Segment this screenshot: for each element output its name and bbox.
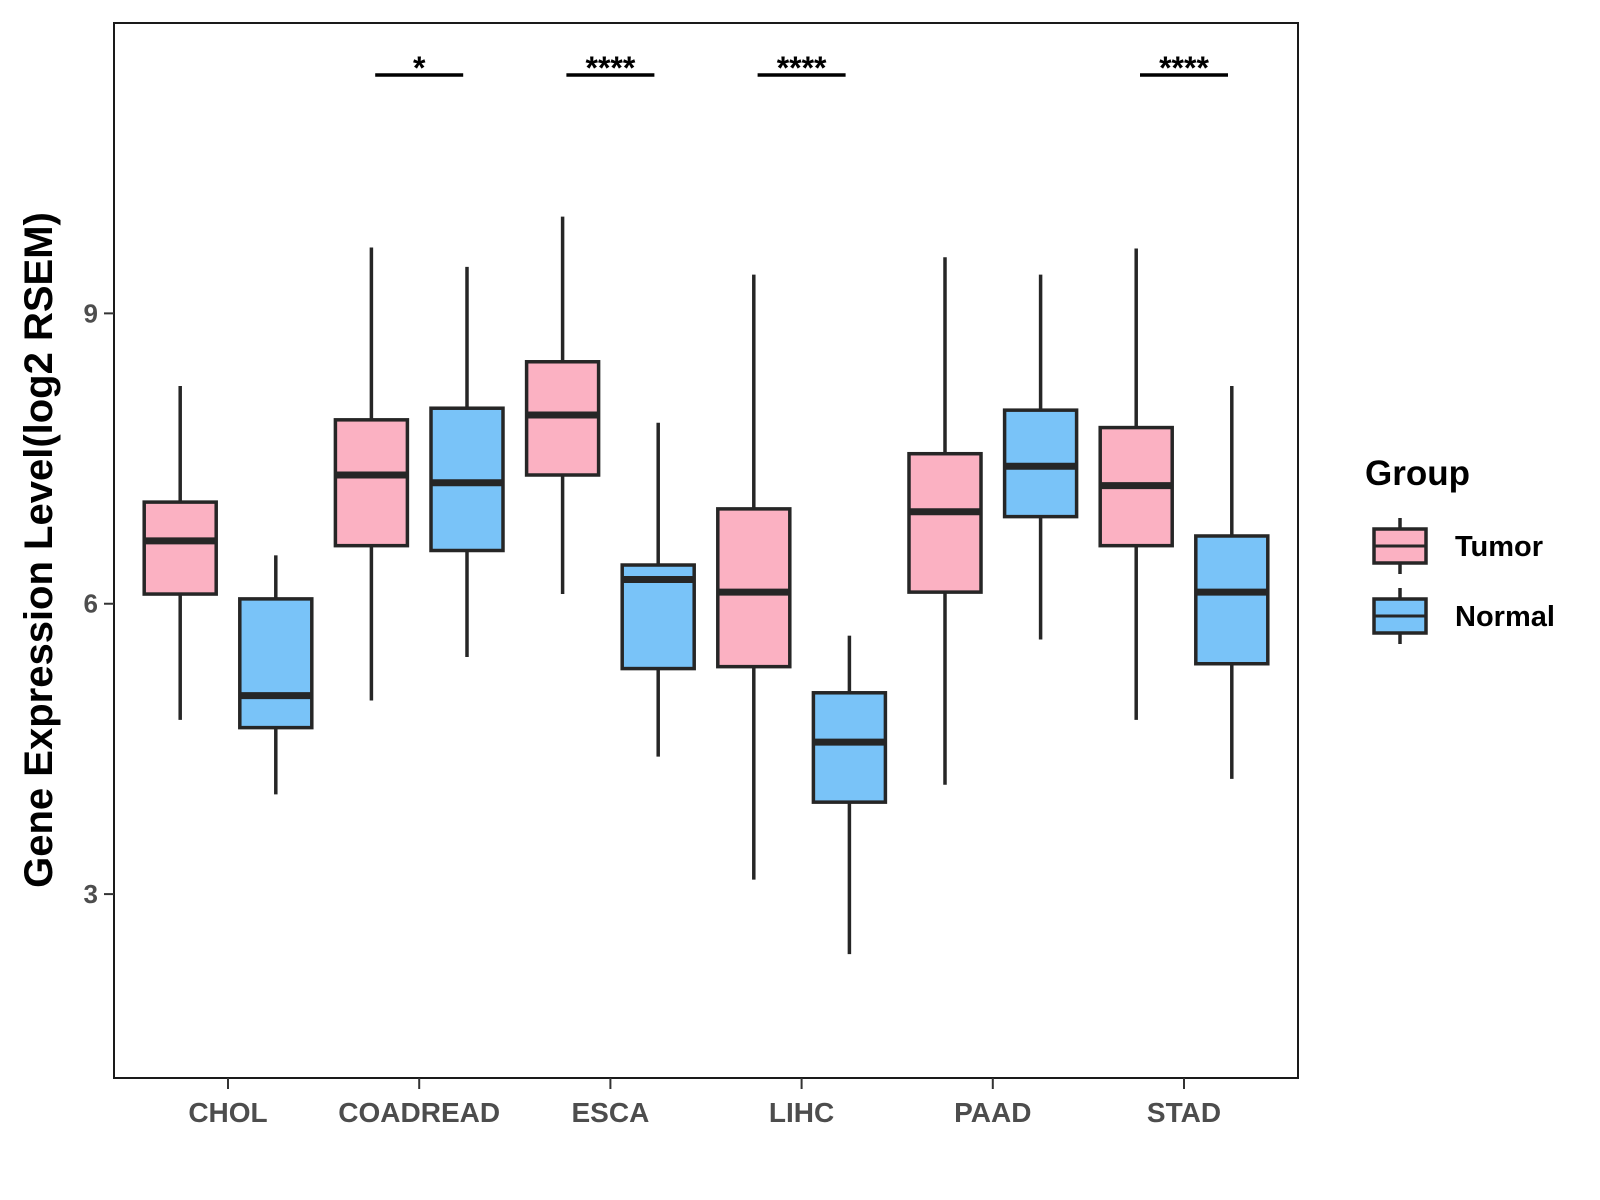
x-tick-label-lihc: LIHC [769, 1097, 834, 1128]
box-tumor-paad [907, 257, 983, 785]
sig-esca: **** [566, 50, 655, 86]
sig-label: **** [777, 50, 827, 86]
x-axis: CHOL COADREAD ESCA LIHC PAAD STAD [188, 1078, 1221, 1128]
sig-label: **** [1159, 50, 1209, 86]
box-tumor-stad [1098, 248, 1174, 720]
x-tick-label-coadread: COADREAD [338, 1097, 500, 1128]
box-normal-chol [238, 555, 314, 795]
box-normal-paad [1002, 274, 1079, 640]
box-tumor-chol [142, 385, 218, 720]
sig-label: **** [585, 50, 635, 86]
x-tick-label-paad: PAAD [954, 1097, 1031, 1128]
sig-label: * [413, 50, 426, 86]
box-normal-esca [620, 422, 696, 757]
box-iqr [811, 691, 888, 804]
legend-title: Group [1365, 454, 1470, 493]
box-tumor-esca [524, 216, 601, 595]
y-tick-label-6: 6 [84, 589, 98, 619]
y-axis: 3 6 9 [84, 298, 114, 909]
box-normal-lihc [811, 635, 888, 955]
sig-stad: **** [1140, 50, 1228, 86]
legend-label-normal: Normal [1455, 601, 1555, 633]
box-iqr [142, 500, 218, 596]
box-iqr [333, 418, 410, 548]
sig-lihc: **** [757, 50, 846, 86]
plot-panel [113, 22, 1299, 1079]
box-iqr [1194, 534, 1270, 666]
box-iqr [716, 507, 792, 669]
legend-label-tumor: Tumor [1455, 531, 1543, 563]
significance-annotations: * **** **** **** [375, 50, 1228, 86]
legend: Group Tumor Normal [1365, 454, 1555, 644]
legend-item-tumor: Tumor [1372, 518, 1543, 574]
x-tick-label-chol: CHOL [188, 1097, 267, 1128]
x-tick-label-stad: STAD [1147, 1097, 1221, 1128]
box-iqr [907, 451, 983, 594]
legend-item-normal: Normal [1372, 588, 1555, 644]
box-tumor-coadread [333, 247, 410, 701]
box-tumor-lihc [716, 274, 792, 880]
box-normal-coadread [429, 266, 505, 657]
box-group [142, 216, 1270, 955]
y-tick-label-9: 9 [84, 298, 98, 328]
y-axis-title: Gene Expression Level(log2 RSEM) [17, 212, 61, 888]
y-tick-label-3: 3 [84, 879, 98, 909]
box-normal-stad [1194, 385, 1270, 779]
sig-coadread: * [375, 50, 464, 86]
box-iqr [238, 597, 314, 730]
x-tick-label-esca: ESCA [572, 1097, 650, 1128]
